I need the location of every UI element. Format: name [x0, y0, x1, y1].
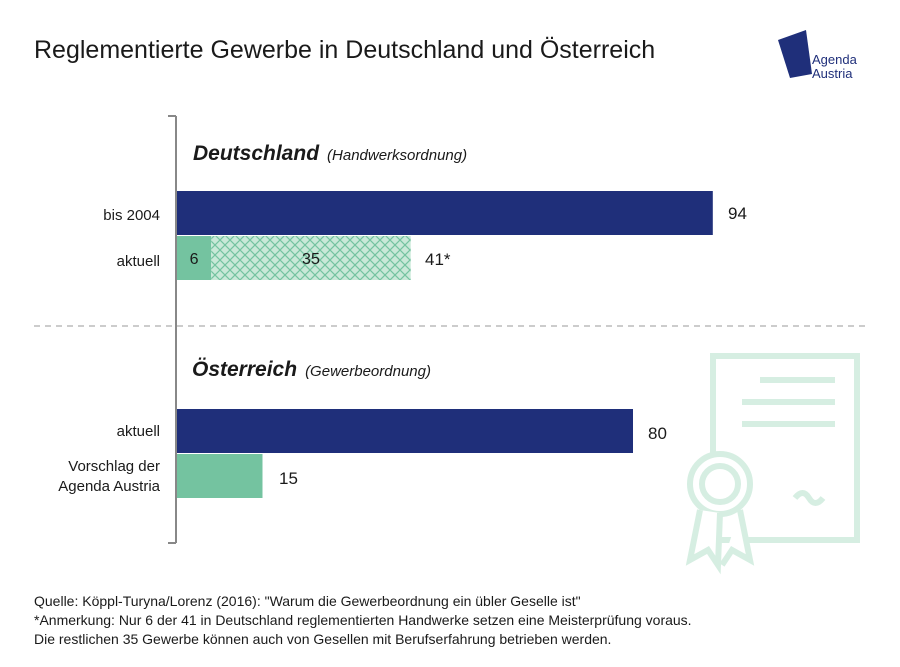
segment-label: 35 [302, 251, 320, 268]
category-label-line: Vorschlag der [68, 458, 160, 475]
group-title-oesterreich: Österreich (Gewerbeordnung) [192, 358, 431, 382]
chart-title: Reglementierte Gewerbe in Deutschland un… [34, 36, 656, 64]
source-notes: Quelle: Köppl-Turyna/Lorenz (2016): "War… [34, 592, 692, 649]
note-line: Die restlichen 35 Gewerbe können auch vo… [34, 631, 612, 647]
segment-label: 6 [190, 251, 199, 268]
agenda-austria-logo [778, 30, 812, 78]
value-label: 41* [425, 250, 451, 269]
category-label: aktuell [116, 253, 160, 270]
category-label: bis 2004 [103, 207, 160, 224]
group-title-deutschland: Deutschland (Handwerksordnung) [193, 142, 467, 166]
group-subtitle: (Gewerbeordnung) [305, 363, 431, 380]
certificate-icon [685, 353, 860, 575]
value-label: 94 [728, 204, 747, 223]
bar-segment [177, 236, 212, 280]
note-line: *Anmerkung: Nur 6 der 41 in Deutschland … [34, 612, 692, 628]
bar-segment [177, 409, 633, 453]
value-label: 80 [648, 424, 667, 443]
chart-area: 6 35 [34, 115, 866, 575]
value-label: 15 [279, 469, 298, 488]
group-subtitle: (Handwerksordnung) [327, 147, 468, 164]
logo-text-line2: Austria [812, 66, 853, 81]
source-line: Quelle: Köppl-Turyna/Lorenz (2016): "War… [34, 593, 581, 609]
category-label: Vorschlag der Agenda Austria [20, 457, 160, 497]
bar-segment [177, 454, 263, 498]
bar-segment [177, 191, 713, 235]
logo-text-line1: Agenda [812, 52, 857, 67]
bar-layer: 6 35 [177, 191, 713, 498]
category-label: aktuell [116, 423, 160, 440]
group-name: Deutschland [193, 142, 320, 165]
bar-segment [211, 236, 411, 280]
group-name: Österreich [192, 358, 298, 381]
category-label-line: Agenda Austria [58, 478, 160, 495]
